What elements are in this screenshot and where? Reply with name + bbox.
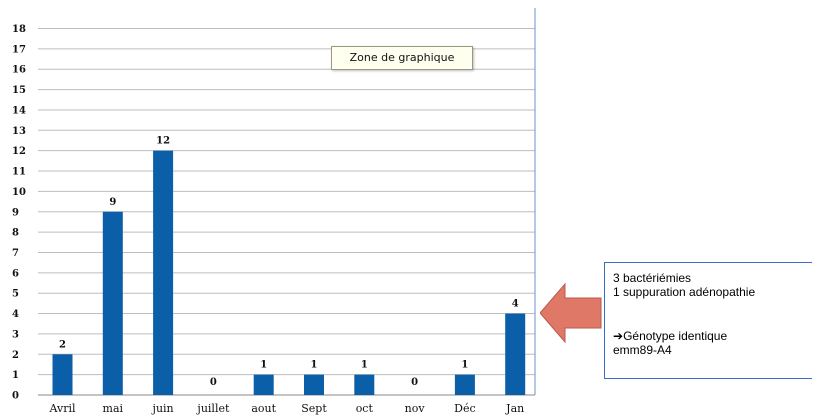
annotation-box: 3 bactériémies 1 suppuration adénopathie… — [604, 262, 812, 379]
y-tick-label: 6 — [12, 268, 19, 279]
left-arrow-icon — [539, 282, 602, 344]
arrow-shape — [539, 282, 602, 344]
y-tick-label: 11 — [12, 167, 26, 178]
y-tick-label: 8 — [12, 228, 19, 239]
x-tick-label: Sept — [301, 402, 327, 415]
x-tick-label: juin — [151, 402, 174, 415]
bars — [52, 150, 526, 395]
y-tick-label: 7 — [12, 248, 19, 259]
data-label: 12 — [156, 136, 170, 147]
y-tick-label: 16 — [12, 65, 26, 76]
bar — [52, 354, 73, 395]
bar — [102, 211, 123, 395]
y-tick-label: 12 — [12, 146, 26, 157]
data-label: 0 — [411, 377, 418, 388]
x-tick-label: Jan — [505, 402, 524, 415]
data-label: 1 — [260, 360, 267, 371]
y-tick-label: 15 — [12, 85, 26, 96]
y-tick-label: 13 — [12, 126, 26, 137]
y-tick-label: 14 — [12, 105, 26, 116]
data-label: 9 — [109, 197, 116, 208]
note-bacteriemies: 3 bactériémies — [613, 271, 692, 285]
data-label: 1 — [311, 360, 318, 371]
y-tick-label: 5 — [12, 289, 19, 300]
bar — [304, 374, 324, 395]
data-label: 1 — [461, 360, 468, 371]
bar — [354, 374, 375, 395]
y-tick-label: 10 — [12, 187, 26, 198]
x-tick-label: oct — [356, 402, 374, 415]
data-label: 2 — [59, 339, 66, 350]
note-spacer — [613, 299, 812, 329]
y-tick-label: 2 — [12, 350, 19, 361]
note-genotype: ➔Génotype identique — [613, 329, 812, 343]
y-tick-label: 0 — [12, 391, 19, 402]
y-tick-label: 18 — [12, 24, 26, 35]
x-tick-label: Déc — [454, 402, 476, 415]
bar — [454, 374, 475, 395]
data-label: 0 — [210, 377, 217, 388]
x-tick-label: aout — [251, 402, 276, 415]
x-tick-label: Avril — [48, 402, 75, 415]
y-tick-label: 4 — [12, 309, 19, 320]
note-genotype-text: Génotype identique — [623, 329, 728, 343]
data-label: 4 — [512, 299, 519, 310]
y-tick-label: 3 — [12, 329, 19, 340]
x-tick-labels: Avril mai juin juillet aout Sept oct nov Déc Jan — [48, 402, 524, 415]
data-labels: 2 9 12 0 1 1 1 0 1 4 — [59, 136, 519, 388]
bar — [153, 150, 174, 395]
bar — [505, 313, 526, 395]
x-tick-label: mai — [103, 402, 124, 415]
right-arrow-icon: ➔ — [613, 329, 624, 343]
note-suppuration: 1 suppuration adénopathie — [613, 285, 756, 299]
x-tick-label: nov — [405, 402, 426, 415]
y-tick-label: 1 — [12, 370, 19, 381]
note-emm: emm89-A4 — [613, 343, 672, 357]
y-tick-label: 17 — [12, 44, 26, 55]
x-tick-label: juillet — [195, 402, 230, 415]
chart-area-tooltip: Zone de graphique — [331, 46, 473, 70]
data-label: 1 — [361, 360, 368, 371]
bar — [253, 374, 274, 395]
y-tick-label: 9 — [12, 207, 19, 218]
